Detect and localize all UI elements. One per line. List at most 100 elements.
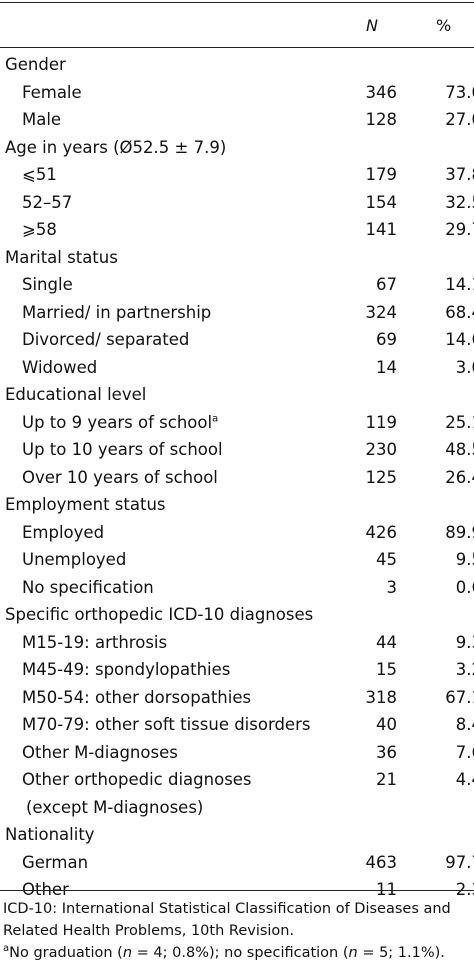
pct-value: 7.6 — [455, 742, 474, 762]
table-row: Widowed 14 3.0 — [0, 354, 474, 382]
pct-value: 68.4 — [445, 302, 474, 322]
section-row: Age in years (Ø52.5 ± 7.9) — [0, 134, 474, 162]
row-label: Up to 10 years of school — [22, 436, 223, 464]
row-label: German — [22, 849, 88, 877]
section-label: Age in years (Ø52.5 ± 7.9) — [5, 137, 227, 157]
row-label-text: Up to 10 years of school — [22, 440, 223, 459]
section-label: Employment status — [5, 495, 166, 514]
row-label-text: 52–57 — [22, 192, 73, 212]
n-value: 346 — [365, 82, 398, 102]
table-row: ⩾58 141 29.7 — [0, 216, 474, 244]
row-label: ⩽51 — [22, 161, 57, 189]
footnote: aNo graduation (n = 4; 0.8%); no specifi… — [3, 942, 473, 964]
col-header: N — [366, 16, 378, 35]
footnote-mark: a — [212, 413, 219, 424]
table-row: M15-19: arthrosis 44 9.3 — [0, 629, 474, 657]
pct-value: 2.3 — [455, 880, 474, 899]
table-row: Male 128 27.0 — [0, 106, 474, 134]
row-label-text: Up to 9 years of school — [22, 412, 213, 432]
row-label: M45-49: spondylopathies — [22, 656, 230, 684]
row-label-text: Other M-diagnoses — [22, 742, 178, 762]
pct-value: 67.1 — [445, 687, 474, 707]
n-value: 21 — [376, 770, 397, 789]
n-value: 141 — [365, 220, 398, 239]
row-label: 52–57 — [22, 189, 72, 217]
pct-value: 26.4 — [445, 467, 474, 487]
n-value: 40 — [376, 715, 397, 734]
n-value: 3 — [386, 577, 398, 597]
table-row: M45-49: spondylopathies 15 3.2 — [0, 656, 474, 684]
row-label-text: Female — [22, 82, 82, 102]
n-value: 36 — [376, 742, 397, 762]
footnote-mark: a — [3, 943, 10, 955]
row-label-text: ⩽51 — [22, 165, 57, 184]
row-label-text: M70-79: other soft tissue disorders — [22, 715, 311, 734]
row-label: Other M-diagnoses — [22, 739, 178, 767]
row-label-text: Divorced/ separated — [22, 330, 190, 349]
n-value: 44 — [376, 632, 397, 652]
bottom-rule — [0, 890, 474, 891]
row-label-text: Single — [22, 275, 73, 294]
row-label: Female — [22, 79, 82, 107]
row-label: Unemployed — [22, 546, 126, 574]
row-label: Male — [22, 106, 61, 134]
table-row: 52–57 154 32.5 — [0, 189, 474, 217]
col-header: % — [436, 16, 452, 35]
row-label: Single — [22, 271, 73, 299]
row-label-text: M45-49: spondylopathies — [22, 660, 231, 679]
table-row: Employed 426 89.9 — [0, 519, 474, 547]
n-value: 230 — [365, 440, 398, 459]
header-rule — [0, 47, 474, 48]
pct-value: 3.2 — [455, 660, 474, 679]
n-value: 128 — [365, 110, 398, 129]
pct-value: 14.6 — [445, 330, 474, 349]
pct-value: 48.5 — [445, 440, 474, 459]
pct-value: 8.4 — [455, 715, 474, 734]
pct-value: 25.1 — [445, 412, 474, 432]
table-row: Other 11 2.3 — [0, 876, 474, 904]
section-label: Educational level — [5, 385, 147, 404]
row-label-text: Widowed — [22, 357, 98, 377]
section-row: Employment status — [0, 491, 474, 519]
row-label-text: Employed — [22, 522, 105, 542]
pct-value: 89.9 — [445, 522, 474, 542]
row-label-text: ⩾58 — [22, 220, 57, 239]
table-row: Single 67 14.1 — [0, 271, 474, 299]
n-value: 67 — [376, 275, 397, 294]
row-label: Divorced/ separated — [22, 326, 189, 354]
section-label: Nationality — [5, 825, 95, 844]
table-row: Up to 10 years of school 230 48.5 — [0, 436, 474, 464]
pct-value: 73.0 — [445, 82, 474, 102]
table-row: Divorced/ separated 69 14.6 — [0, 326, 474, 354]
row-label-text: M50-54: other dorsopathies — [22, 687, 252, 707]
pct-value: 0.6 — [455, 577, 474, 597]
row-label-text: M15-19: arthrosis — [22, 632, 168, 652]
row-label-text: Married/ in partnership — [22, 302, 212, 322]
section-label: Specific orthopedic ICD-10 diagnoses — [5, 605, 314, 624]
n-value: 463 — [365, 852, 398, 872]
row-label: Employed — [22, 519, 104, 547]
table-row: Unemployed 45 9.5 — [0, 546, 474, 574]
top-rule — [0, 2, 474, 3]
n-value: 119 — [365, 412, 398, 432]
row-label: Over 10 years of school — [22, 464, 218, 492]
footnote: ICD-10: International Statistical Classi… — [3, 901, 451, 939]
n-value: 125 — [365, 467, 398, 487]
section-label: Marital status — [5, 247, 118, 267]
n-value: 318 — [365, 687, 398, 707]
row-label: Widowed — [22, 354, 97, 382]
n-value: 426 — [365, 522, 398, 542]
row-label-text: Male — [22, 110, 62, 129]
table-row: M70-79: other soft tissue disorders 40 8.4 — [0, 711, 474, 739]
table-row: No specification 3 0.6 — [0, 574, 474, 602]
row-label: M15-19: arthrosis — [22, 629, 167, 657]
row-label-cont: (except M-diagnoses) — [26, 797, 204, 817]
section-row: Educational level — [0, 381, 474, 409]
n-value: 45 — [376, 550, 397, 569]
row-label: Other orthopedic diagnoses (except M-diag… — [22, 766, 252, 821]
footnote-text: = 4; 0.8%); no specification ( — [132, 945, 349, 961]
pct-value: 29.7 — [445, 220, 474, 239]
pct-value: 9.5 — [455, 550, 474, 569]
row-label: Other — [22, 876, 69, 904]
